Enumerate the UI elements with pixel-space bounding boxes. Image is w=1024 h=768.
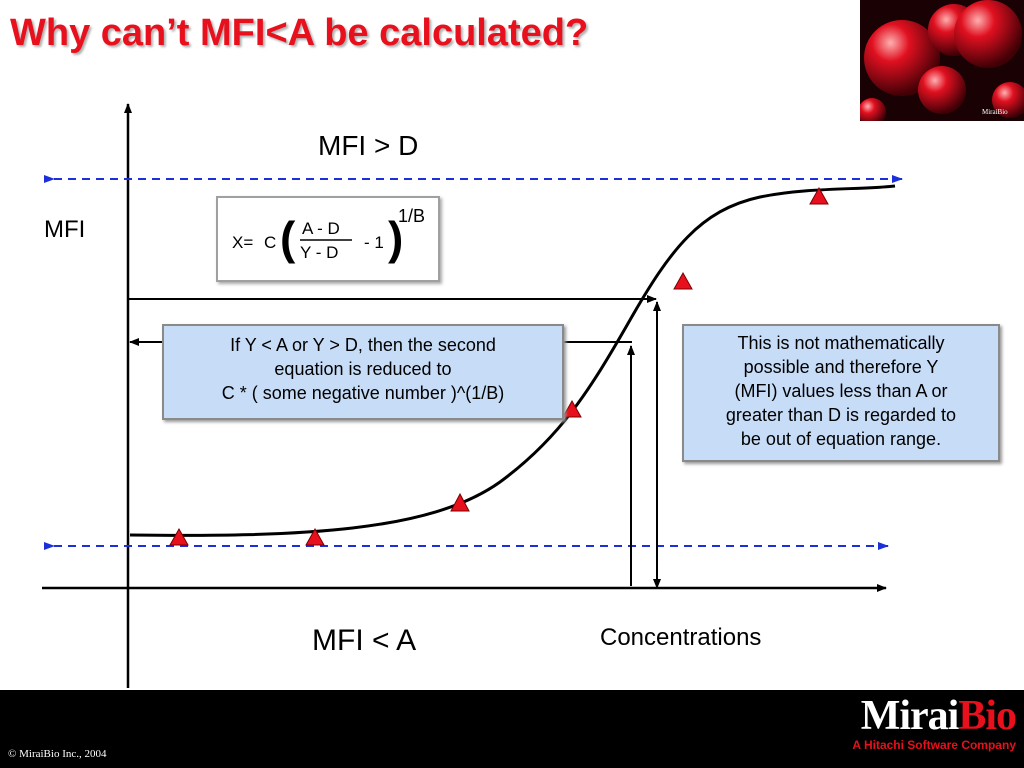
note-line: If Y < A or Y > D, then the second — [230, 335, 496, 355]
corner-spheres-image: MiraiBio — [860, 0, 1024, 121]
label-mfi-greater-than-d: MFI > D — [318, 130, 419, 161]
formula-c: C — [264, 233, 276, 252]
copyright-text: © MiraiBio Inc., 2004 — [8, 748, 107, 760]
note-line: be out of equation range. — [740, 429, 942, 449]
note-line: equation is reduced to — [274, 359, 452, 379]
note-line: (MFI) values less than A or — [734, 381, 948, 401]
note-box-out-of-range: This is not mathematically possible and … — [682, 324, 1000, 462]
data-point-marker — [450, 492, 470, 512]
formula-exponent: 1/B — [398, 206, 425, 226]
data-point-marker — [562, 399, 582, 418]
note-line: possible and therefore Y — [743, 357, 939, 377]
note-line: C * ( some negative number )^(1/B) — [221, 383, 505, 403]
note-box-negative-number: If Y < A or Y > D, then the second equat… — [162, 324, 564, 420]
formula-minus-one: - 1 — [364, 233, 384, 252]
brand-bio: Bio — [958, 693, 1017, 739]
formula-lhs: X= — [232, 233, 253, 252]
data-point-marker — [305, 527, 325, 546]
label-mfi-less-than-a: MFI < A — [312, 624, 417, 657]
formula-close-paren: ) — [388, 212, 403, 264]
footer-bar: © MiraiBio Inc., 2004 MiraiBio A Hitachi… — [0, 690, 1024, 768]
data-point-marker — [673, 271, 693, 290]
brand-tagline: A Hitachi Software Company — [852, 738, 1016, 752]
formula-open-paren: ( — [280, 212, 296, 264]
data-point-marker — [809, 186, 829, 205]
data-point-marker — [169, 527, 189, 546]
brand-mirai: Mirai — [860, 693, 960, 739]
note-line: This is not mathematically — [737, 333, 945, 353]
formula-numerator: A - D — [302, 219, 340, 238]
formula-denominator: Y - D — [300, 243, 338, 262]
corner-logo-text: MiraiBio — [982, 108, 1008, 116]
slide-title: Why can’t MFI<A be calculated? — [10, 12, 589, 54]
note-line: greater than D is regarded to — [725, 405, 957, 425]
x-axis-label: Concentrations — [600, 624, 762, 651]
sigmoid-curve — [129, 184, 896, 537]
brand-logo: MiraiBio — [860, 692, 1017, 740]
formula-box: X= C ( A - D Y - D - 1 ) 1/B — [216, 196, 440, 282]
y-axis-label: MFI — [44, 216, 86, 243]
